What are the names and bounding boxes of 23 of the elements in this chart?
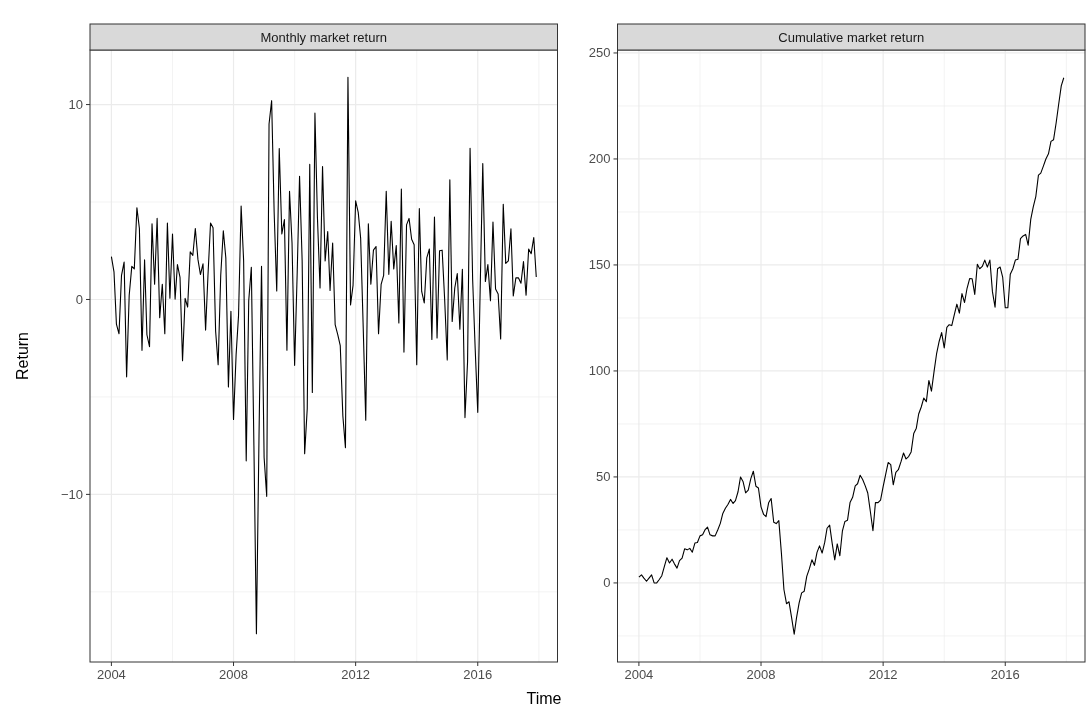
- y-tick-label: 100: [588, 363, 611, 379]
- line-series: [110, 76, 537, 635]
- line-series: [638, 77, 1065, 635]
- y-tick-label: 250: [588, 45, 611, 61]
- y-tick-label: 10: [68, 97, 83, 113]
- y-tick-label: 0: [75, 291, 83, 307]
- x-tick-label: 2004: [96, 667, 126, 682]
- x-axis-title: Time: [526, 690, 562, 707]
- x-tick-label: 2008: [746, 667, 776, 682]
- x-tick-label: 2012: [341, 667, 371, 682]
- x-tick-label: 2008: [219, 667, 248, 682]
- y-tick-label: 200: [588, 151, 611, 167]
- x-tick-label: 2004: [624, 667, 654, 682]
- chart-title: Monthly market return: [260, 30, 387, 45]
- y-axis-title: Return: [14, 331, 31, 381]
- y-tick-label: 0: [603, 575, 611, 591]
- y-tick-label: 150: [588, 257, 611, 273]
- x-tick-label: 2012: [868, 667, 898, 682]
- x-tick-label: 2016: [463, 667, 493, 682]
- y-tick-label: 50: [596, 469, 611, 485]
- chart-title: Cumulative market return: [778, 30, 925, 45]
- x-tick-label: 2016: [990, 667, 1020, 682]
- y-tick-label: −10: [60, 486, 83, 502]
